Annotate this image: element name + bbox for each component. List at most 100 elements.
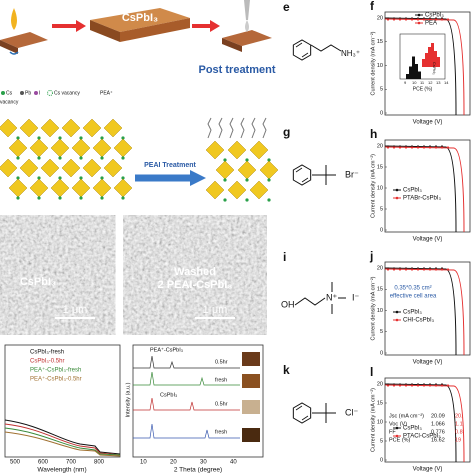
trace-label: PEA⁺-CsPbI₃ (150, 346, 183, 353)
legend-marker (417, 21, 421, 25)
counter-ion: Cl⁻ (345, 407, 358, 417)
y-tick-label: 20 (377, 265, 383, 271)
octahedron (92, 138, 112, 158)
legend-entry: CsPbI₃-fresh (30, 350, 64, 356)
inset-tick-label: 13 (436, 80, 441, 85)
atom (79, 196, 83, 200)
table-cell: 20.09 (431, 413, 445, 419)
atom (58, 196, 62, 200)
jv-curve (384, 145, 457, 233)
jv-marker (404, 18, 408, 21)
histogram-bar (409, 66, 412, 79)
double-bond (295, 42, 309, 58)
photo (242, 352, 260, 366)
bond (310, 44, 342, 52)
atom (267, 198, 271, 202)
jv-marker (440, 384, 444, 387)
jv-marker (428, 268, 432, 271)
arrow-label: PEAI Treatment (144, 162, 196, 169)
jv-marker (392, 146, 396, 149)
legend-entry: PEA⁺-CsPbI₃-fresh (30, 367, 81, 374)
legend-entry: CHI-CsPbI₃ (403, 318, 435, 324)
legend-marker (395, 318, 399, 322)
legend-entry: CsPbI₃-0.5hr (30, 359, 64, 365)
panel-letter: h (370, 127, 377, 141)
x-tick-label: 800 (94, 460, 105, 466)
y-tick-label: 5 (380, 438, 383, 444)
jv-marker (410, 146, 414, 149)
jv-marker (440, 268, 444, 271)
legend-i: I (39, 90, 40, 96)
atom (16, 156, 20, 160)
y-axis-label: Current density (mA cm⁻²) (370, 31, 376, 95)
table-cell: Jsc (mA cm⁻²) (389, 413, 424, 419)
octahedron (71, 138, 91, 158)
treatment-arrow-head (190, 170, 206, 186)
bond (312, 165, 336, 185)
photo (242, 400, 260, 414)
y-axis-label: Current density (mA cm⁻²) (370, 388, 376, 452)
octahedron (61, 118, 81, 138)
jv-marker (434, 268, 438, 271)
histogram-bar (434, 51, 437, 67)
octahedron (8, 178, 28, 198)
atom (245, 158, 249, 162)
process-illustration (0, 0, 272, 55)
legend-cs: Cs (6, 90, 13, 96)
histogram-bar (437, 57, 440, 67)
histogram-bar (415, 64, 418, 79)
octahedron (29, 138, 49, 158)
atom (223, 178, 227, 182)
panel-letter: e (283, 0, 290, 14)
counter-ion: Br⁻ (345, 169, 359, 179)
octahedron (82, 118, 102, 138)
octahedron (61, 158, 81, 178)
jv-marker (446, 384, 450, 387)
jv-curve (384, 267, 457, 356)
y-tick-label: 5 (380, 87, 383, 93)
jv-marker (386, 384, 390, 387)
x-axis-label: Voltage (V) (413, 120, 443, 126)
legend-entry: PTACl-CsPbI₃ (403, 434, 441, 440)
atom (37, 156, 41, 160)
y-axis-label: Current density (mA cm⁻²) (370, 276, 376, 340)
octahedron (237, 160, 257, 180)
plot-frame (384, 139, 471, 233)
octahedron (113, 138, 133, 158)
jv-marker (392, 384, 396, 387)
jv-marker (386, 18, 390, 21)
table-cell: 19 (455, 437, 461, 443)
inset-tick-label: 9 (404, 80, 407, 85)
jv-marker (416, 384, 420, 387)
legend-pea: PEA⁺ (100, 90, 113, 96)
table-cell: 1.066 (431, 421, 445, 427)
octahedron (227, 180, 247, 200)
atom (37, 136, 41, 140)
pea-molecule (207, 117, 212, 139)
sem-label: Washed (174, 266, 216, 278)
table-cell: FF (389, 429, 396, 435)
x-axis-label: Voltage (V) (413, 467, 443, 473)
caption: Post treatment (198, 64, 275, 76)
legend-entry: CsPbI₃ (403, 426, 422, 432)
atom (79, 176, 83, 180)
jv-marker (434, 18, 438, 21)
y-axis-label: Intensity (a.u.) (125, 382, 131, 417)
histogram-bar (406, 74, 409, 79)
inset-frame (399, 33, 446, 80)
legend-entry: CsPbI₃ (403, 310, 422, 316)
jv-marker (428, 18, 432, 21)
y-tick-label: 5 (380, 206, 383, 212)
octahedron (249, 180, 269, 200)
jv-marker (398, 18, 402, 21)
octahedron (205, 180, 225, 200)
atom (121, 176, 125, 180)
y-tick-label: 15 (377, 287, 383, 293)
panel-letter: j (369, 249, 373, 263)
pea-molecule (218, 117, 223, 139)
atom (245, 198, 249, 202)
octahedron (92, 178, 112, 198)
jv-marker (404, 268, 408, 271)
jv-marker (416, 18, 420, 21)
